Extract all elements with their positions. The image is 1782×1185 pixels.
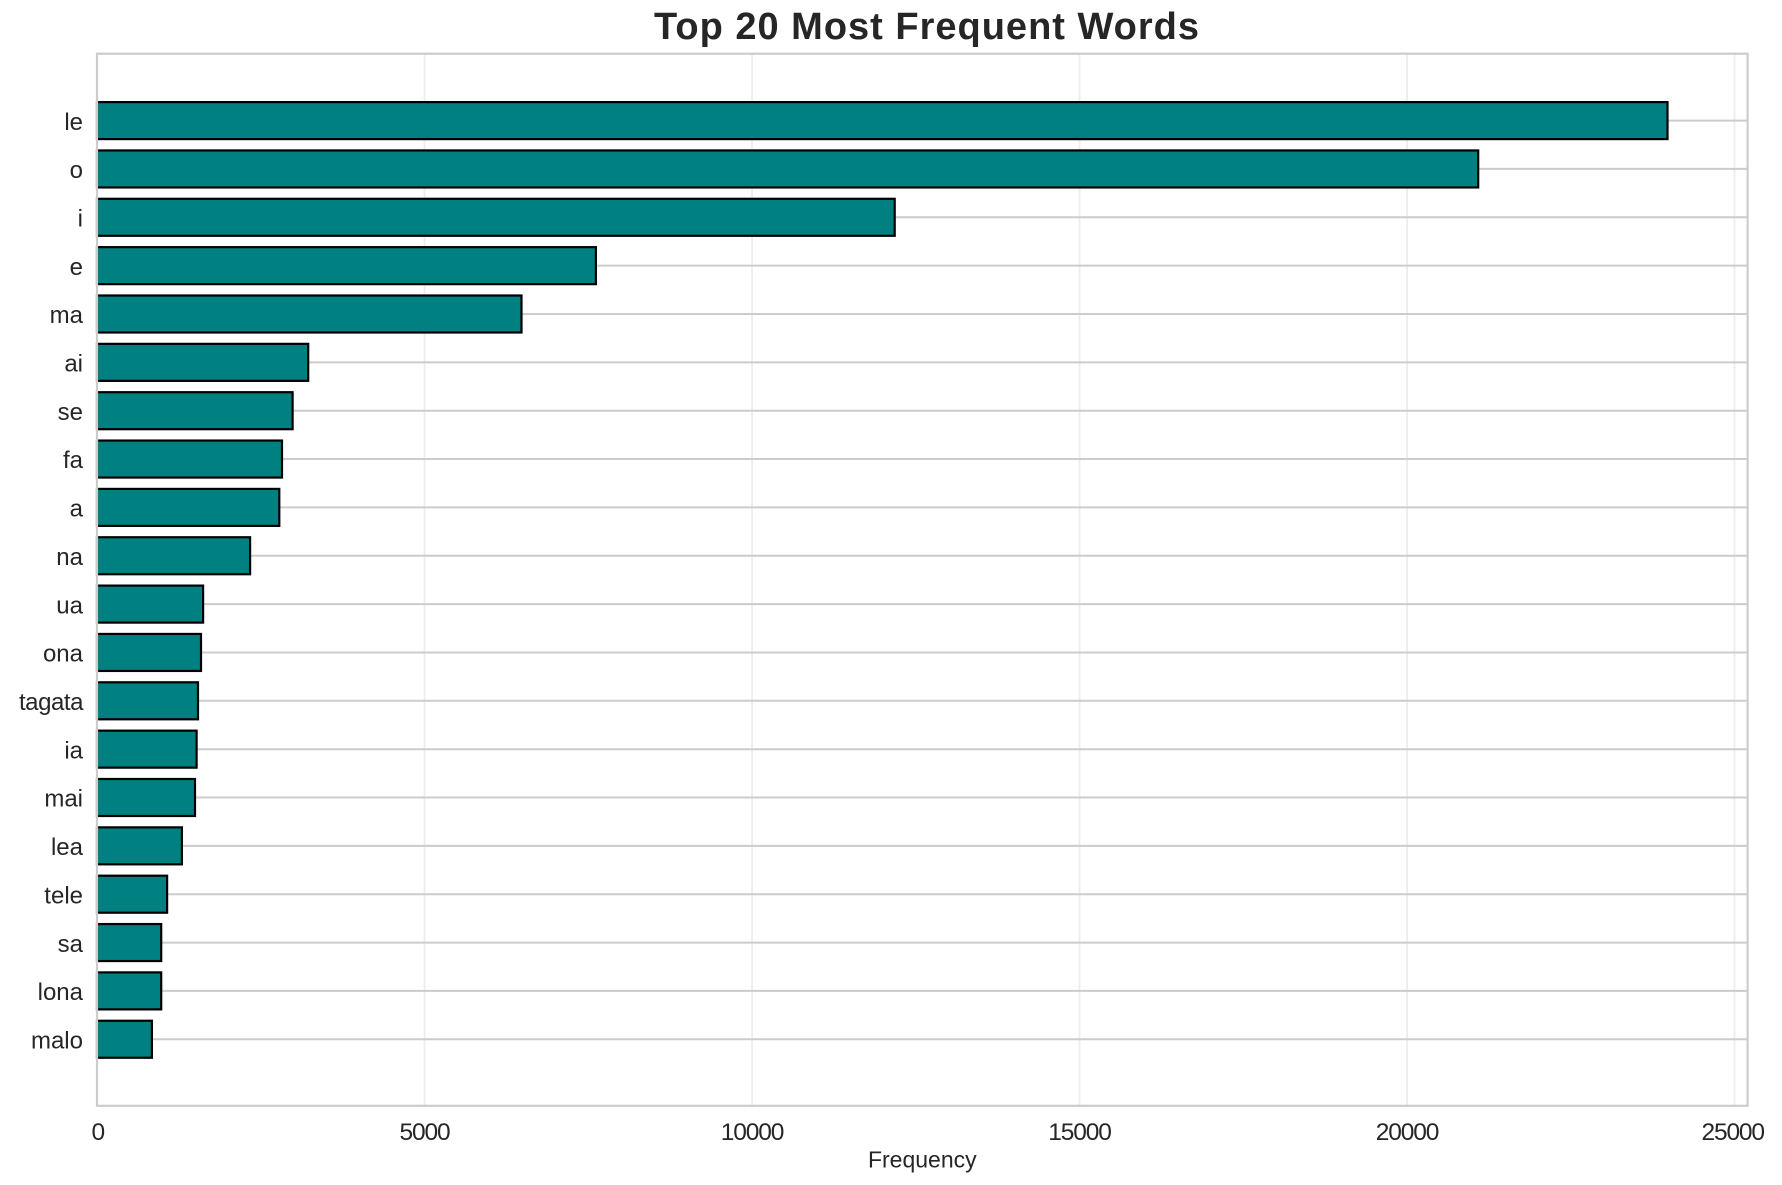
svg-text:lona: lona: [38, 979, 84, 1006]
svg-text:ona: ona: [43, 641, 84, 668]
svg-text:20000: 20000: [1376, 1119, 1439, 1146]
svg-text:sa: sa: [58, 931, 84, 958]
svg-text:malo: malo: [31, 1028, 83, 1055]
svg-text:ia: ia: [64, 737, 83, 764]
svg-text:e: e: [70, 254, 83, 281]
svg-text:25000: 25000: [1702, 1119, 1765, 1146]
svg-text:se: se: [58, 399, 83, 426]
svg-text:5000: 5000: [400, 1119, 450, 1146]
svg-text:tele: tele: [44, 882, 83, 909]
svg-text:Frequency: Frequency: [868, 1146, 977, 1172]
svg-text:o: o: [70, 157, 83, 184]
svg-text:na: na: [56, 544, 83, 571]
svg-text:ma: ma: [50, 302, 84, 329]
svg-text:lea: lea: [51, 834, 84, 861]
svg-text:10000: 10000: [721, 1119, 784, 1146]
svg-text:15000: 15000: [1048, 1119, 1111, 1146]
svg-text:0: 0: [92, 1119, 105, 1146]
svg-text:mai: mai: [44, 786, 83, 813]
svg-text:a: a: [70, 496, 84, 523]
svg-text:ua: ua: [56, 592, 83, 619]
svg-text:le: le: [64, 109, 83, 136]
svg-text:fa: fa: [63, 447, 84, 474]
svg-text:Top 20 Most Frequent Words: Top 20 Most Frequent Words: [654, 6, 1200, 48]
svg-text:i: i: [78, 206, 83, 233]
svg-text:ai: ai: [64, 351, 83, 378]
svg-text:tagata: tagata: [19, 689, 84, 716]
